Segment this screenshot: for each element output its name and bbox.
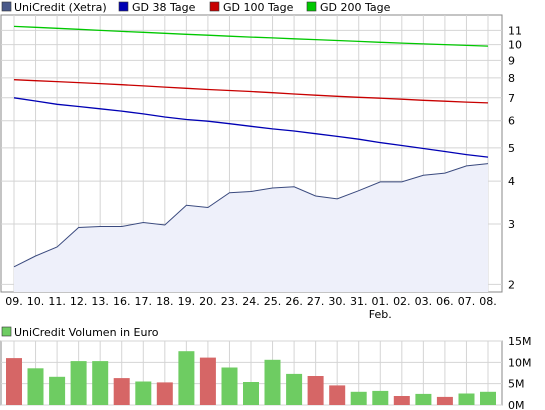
x-tick-label: 06. bbox=[436, 295, 454, 308]
volume-bar bbox=[27, 368, 44, 405]
price-y-axis: 2 3 4 5 6 7 8 9 10 11 bbox=[508, 24, 522, 291]
legend-swatch-gd100 bbox=[209, 1, 220, 12]
legend-item-gd200: GD 200 Tage bbox=[306, 1, 391, 14]
x-tick-label: 25. bbox=[264, 295, 282, 308]
x-tick-label: 08. bbox=[479, 295, 497, 308]
volume-bar bbox=[113, 378, 130, 405]
legend-swatch-volume bbox=[1, 326, 12, 337]
volume-bar bbox=[415, 393, 432, 405]
x-tick-label: 03. bbox=[415, 295, 433, 308]
volume-bar bbox=[6, 358, 22, 405]
legend-swatch-price bbox=[1, 1, 12, 12]
price-y-tick-label: 6 bbox=[508, 115, 515, 128]
volume-bar bbox=[264, 359, 281, 405]
volume-bars bbox=[6, 351, 496, 405]
volume-y-tick-label: 5M bbox=[508, 378, 525, 391]
x-tick-sublabel: Feb. bbox=[369, 308, 392, 321]
x-tick-label: 12. bbox=[70, 295, 88, 308]
x-tick-label: 26. bbox=[285, 295, 303, 308]
legend-item-gd38: GD 38 Tage bbox=[118, 1, 196, 14]
price-area-fill bbox=[14, 163, 488, 292]
volume-bar bbox=[286, 373, 303, 405]
volume-bar bbox=[436, 396, 453, 405]
legend-item-price: UniCredit (Xetra) bbox=[1, 1, 107, 14]
volume-y-tick-label: 10M bbox=[508, 356, 532, 369]
legend-label-gd100: GD 100 Tage bbox=[223, 1, 294, 14]
price-y-tick-label: 11 bbox=[508, 24, 522, 37]
volume-bar bbox=[156, 382, 173, 405]
volume-bar bbox=[393, 396, 410, 405]
volume-bar bbox=[480, 391, 496, 405]
legend-label-volume: UniCredit Volumen in Euro bbox=[14, 326, 159, 339]
price-legend: UniCredit (Xetra) GD 38 Tage GD 100 Tage… bbox=[1, 1, 391, 14]
price-y-tick-label: 2 bbox=[508, 278, 515, 291]
price-y-tick-label: 5 bbox=[508, 142, 515, 155]
gd38-line bbox=[13, 97, 489, 158]
gd200-line bbox=[13, 25, 489, 47]
volume-bar bbox=[458, 393, 475, 405]
x-tick-label: 30. bbox=[328, 295, 346, 308]
x-tick-label: 10. bbox=[27, 295, 45, 308]
x-axis: 09. 10. 11. 12. 13. 16. 17. 18. 19. 20. 23. 24. 25. 2… bbox=[5, 295, 497, 321]
volume-bar bbox=[329, 385, 346, 405]
x-tick-label: 27. bbox=[307, 295, 325, 308]
x-tick-label: 31. bbox=[350, 295, 368, 308]
volume-bar bbox=[372, 390, 389, 405]
volume-bar bbox=[350, 391, 367, 405]
legend-swatch-gd200 bbox=[306, 1, 317, 12]
x-tick-label: 19. bbox=[178, 295, 196, 308]
x-tick-label: 01. bbox=[372, 295, 390, 308]
volume-legend: UniCredit Volumen in Euro bbox=[1, 326, 159, 339]
volume-bar bbox=[307, 376, 324, 405]
x-tick-label: 09. bbox=[5, 295, 23, 308]
price-y-tick-label: 8 bbox=[508, 72, 515, 85]
legend-item-gd100: GD 100 Tage bbox=[209, 1, 294, 14]
volume-bar bbox=[221, 367, 238, 405]
legend-label-gd38: GD 38 Tage bbox=[132, 1, 196, 14]
volume-y-tick-label: 0M bbox=[508, 399, 525, 410]
volume-bar bbox=[70, 361, 87, 405]
x-tick-label: 16. bbox=[113, 295, 131, 308]
volume-bar bbox=[243, 382, 259, 405]
volume-bar bbox=[199, 357, 216, 405]
volume-y-axis: 0M 5M 10M 15M bbox=[508, 335, 532, 410]
x-tick-label: 17. bbox=[135, 295, 153, 308]
x-tick-label: 24. bbox=[242, 295, 260, 308]
price-y-tick-label: 9 bbox=[508, 54, 515, 67]
volume-bar bbox=[92, 361, 109, 405]
gd100-line bbox=[13, 79, 489, 104]
price-line bbox=[13, 163, 489, 268]
price-y-tick-label: 3 bbox=[508, 218, 515, 231]
volume-y-tick-label: 15M bbox=[508, 335, 532, 348]
volume-bar bbox=[135, 381, 152, 405]
legend-label-price: UniCredit (Xetra) bbox=[14, 1, 107, 14]
legend-swatch-gd38 bbox=[118, 1, 129, 12]
x-tick-label: 20. bbox=[199, 295, 217, 308]
x-tick-label: 23. bbox=[221, 295, 239, 308]
price-y-tick-label: 7 bbox=[508, 92, 515, 105]
x-tick-label: 18. bbox=[156, 295, 174, 308]
x-tick-label: 13. bbox=[91, 295, 109, 308]
volume-bar bbox=[49, 376, 66, 405]
x-tick-label: 02. bbox=[393, 295, 411, 308]
price-y-tick-label: 4 bbox=[508, 175, 515, 188]
price-y-tick-label: 10 bbox=[508, 39, 522, 52]
x-tick-label: 07. bbox=[458, 295, 476, 308]
volume-bar bbox=[178, 351, 195, 405]
legend-label-gd200: GD 200 Tage bbox=[320, 1, 391, 14]
x-tick-label: 11. bbox=[48, 295, 66, 308]
